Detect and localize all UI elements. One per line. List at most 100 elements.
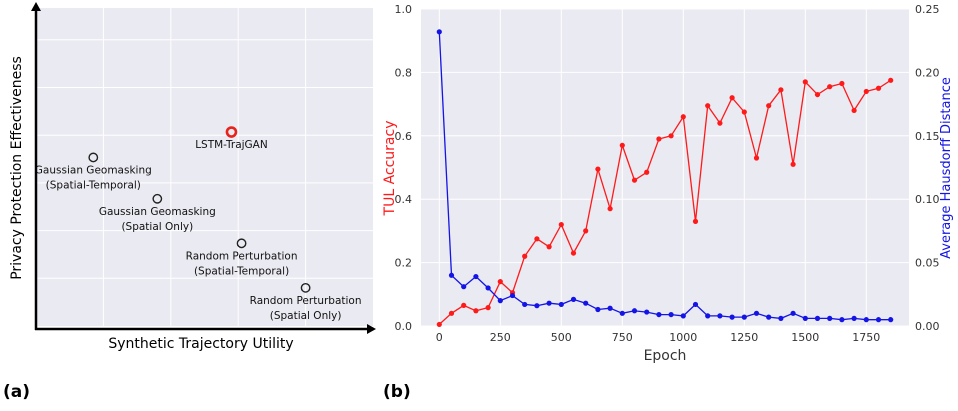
panel-b-left-tick-label: 0.2 <box>395 257 413 270</box>
panel-a-point-label: Random Perturbation <box>250 295 362 307</box>
hausdorff-distance-point <box>705 313 711 319</box>
panel-a-y-axis-arrowhead <box>31 2 41 11</box>
hausdorff-distance-point <box>851 315 857 321</box>
hausdorff-distance-point <box>509 292 516 299</box>
panel-a: LSTM-TrajGAN Gaussian Geomasking (Spatial-… <box>3 2 376 402</box>
panel-b-plot-background <box>421 9 909 326</box>
panel-b-right-tick-label: 0.20 <box>915 66 940 79</box>
panel-a-point <box>152 193 163 204</box>
tul-accuracy-point <box>461 302 467 308</box>
panel-a-point-label: (Spatial Only) <box>270 310 342 322</box>
tul-accuracy-point <box>888 77 894 83</box>
panel-a-y-axis-label: Privacy Protection Effectiveness <box>9 56 25 280</box>
hausdorff-distance-point <box>570 296 577 302</box>
hausdorff-distance-point <box>790 310 796 316</box>
panel-a-label: (a) <box>3 382 30 402</box>
hausdorff-distance-point <box>461 284 467 290</box>
tul-accuracy-point <box>692 218 699 224</box>
panel-b-series <box>436 29 894 328</box>
hausdorff-distance-point <box>888 317 894 323</box>
panel-b-x-tick-label: 1250 <box>730 331 758 344</box>
panel-b-left-tick-label: 1.0 <box>395 3 413 16</box>
tul-accuracy-point <box>619 142 625 148</box>
panel-b-left-tick-label: 0.6 <box>395 130 413 143</box>
tul-accuracy-point <box>448 310 455 316</box>
tul-accuracy-point <box>753 155 760 161</box>
tul-accuracy-point <box>558 221 564 228</box>
panel-b-right-tick-label: 0.15 <box>915 130 940 143</box>
panel-a-point-label: Gaussian Geomasking <box>35 164 152 176</box>
hausdorff-distance-point <box>766 314 772 320</box>
panel-b-right-axis-label: Average Hausdorff Distance <box>939 77 954 259</box>
panel-b-right-tick-label: 0.25 <box>915 3 940 16</box>
hausdorff-distance-point <box>863 317 869 323</box>
panel-b-left-tick-label: 0.8 <box>395 66 413 79</box>
tul-accuracy-point <box>546 244 552 250</box>
panel-a-point-label: LSTM-TrajGAN <box>195 139 268 151</box>
panel-a-x-axis-arrowhead <box>367 324 376 334</box>
hausdorff-distance-point <box>583 300 589 306</box>
hausdorff-distance-point <box>595 306 601 313</box>
panel-a-point <box>88 152 99 163</box>
tul-accuracy-line <box>438 79 892 325</box>
hausdorff-distance-point <box>558 301 564 308</box>
panel-b-x-tick-label: 1500 <box>791 331 819 344</box>
hausdorff-distance-point <box>827 315 833 321</box>
tul-accuracy-point <box>583 228 589 234</box>
panel-b-x-tick-label: 1000 <box>669 331 697 344</box>
panel-a-point <box>225 126 238 138</box>
tul-accuracy-point <box>839 80 845 87</box>
hausdorff-distance-point <box>522 301 528 308</box>
hausdorff-distance-point <box>692 301 699 308</box>
panel-b-x-tick-label: 1750 <box>852 331 880 344</box>
panel-a-point-label: (Spatial-Temporal) <box>194 265 289 277</box>
tul-accuracy-point <box>851 107 857 114</box>
panel-a-x-axis-label: Synthetic Trajectory Utility <box>108 336 293 352</box>
tul-accuracy-point <box>595 166 601 172</box>
tul-accuracy-point <box>644 169 650 175</box>
panel-b-x-tick-label: 500 <box>551 331 572 344</box>
panel-b-x-tick-label: 250 <box>490 331 511 344</box>
tul-accuracy-point <box>607 206 613 212</box>
panel-b-label: (b) <box>383 382 411 402</box>
hausdorff-distance-point <box>546 300 552 306</box>
panel-b: 0 250 500 750 1000 1250 1500 1750 0.0 0.2 0.4 0.6 0.… <box>382 3 954 402</box>
tul-accuracy-point <box>766 103 772 109</box>
hausdorff-distance-point <box>656 311 662 318</box>
panel-b-left-tick-label: 0.0 <box>395 320 413 333</box>
panel-b-left-axis-label: TUL Accuracy <box>382 121 398 217</box>
panel-b-right-tick-label: 0.00 <box>915 320 940 333</box>
tul-accuracy-point <box>485 305 491 311</box>
hausdorff-distance-point <box>497 298 503 304</box>
tul-accuracy-point <box>790 161 796 167</box>
tul-accuracy-point <box>534 236 540 242</box>
panel-a-point-label: (Spatial-Temporal) <box>46 179 141 191</box>
tul-accuracy-point <box>729 95 735 101</box>
hausdorff-distance-point <box>729 314 735 320</box>
hausdorff-distance-point <box>753 310 760 316</box>
panel-b-x-tick-label: 750 <box>612 331 633 344</box>
hausdorff-distance-point <box>680 313 686 319</box>
tul-accuracy-point <box>717 120 723 126</box>
tul-accuracy-point <box>875 85 882 91</box>
panel-b-x-tick-label: 0 <box>436 331 443 344</box>
tul-accuracy-point <box>778 87 784 93</box>
panel-a-plot-background <box>36 8 373 326</box>
tul-accuracy-point <box>497 279 503 285</box>
hausdorff-distance-point <box>668 311 674 318</box>
hausdorff-distance-point <box>607 305 613 311</box>
hausdorff-distance-point <box>619 310 625 316</box>
tul-accuracy-point <box>705 103 711 109</box>
panel-a-point-label: (Spatial Only) <box>121 221 193 233</box>
tul-accuracy-point <box>570 250 577 256</box>
hausdorff-distance-point <box>802 315 808 321</box>
tul-accuracy-point <box>741 109 747 115</box>
hausdorff-distance-point <box>644 309 650 315</box>
tul-accuracy-point <box>656 136 662 142</box>
panel-b-tick-labels: 0 250 500 750 1000 1250 1500 1750 0.0 0.2 0.4 0.6 0.… <box>395 3 940 344</box>
tul-accuracy-point <box>522 253 528 259</box>
panel-b-x-axis-label: Epoch <box>644 348 687 364</box>
hausdorff-distance-point <box>448 272 455 278</box>
tul-accuracy-point <box>631 177 638 183</box>
